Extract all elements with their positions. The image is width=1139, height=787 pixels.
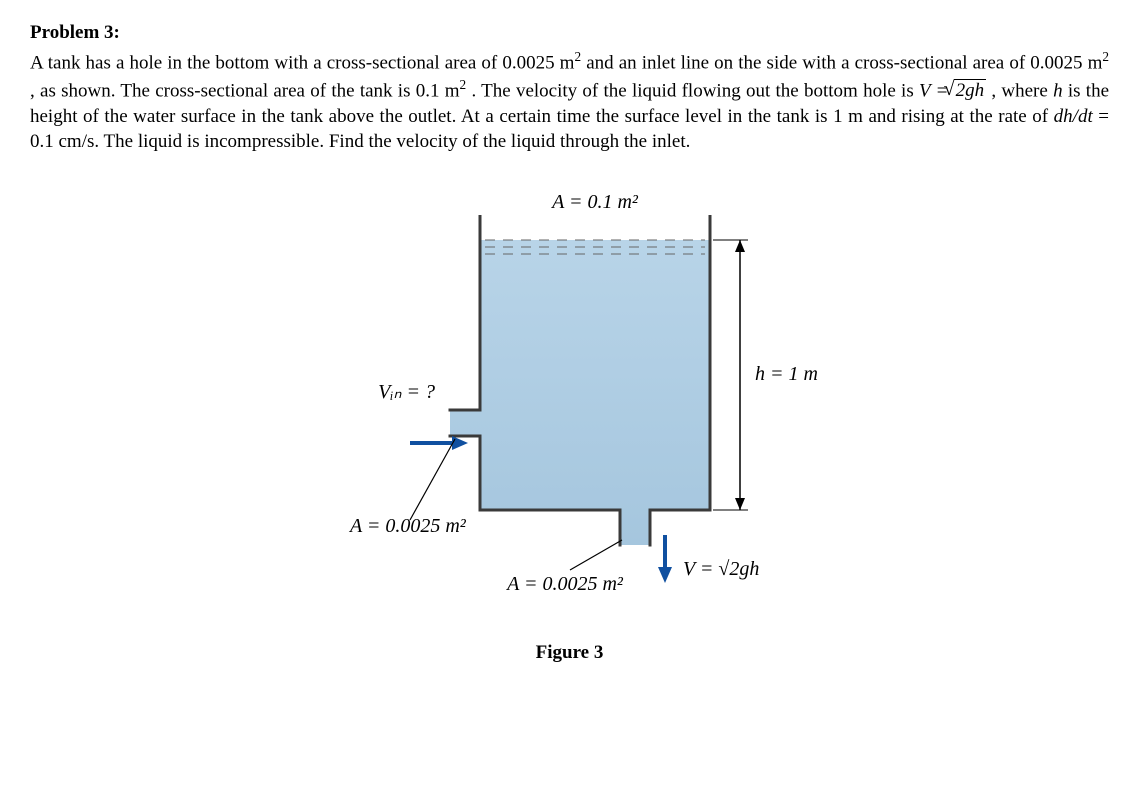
- sqrt-arg: 2gh: [954, 79, 987, 101]
- text-segment: and an inlet line on the side with a cro…: [586, 52, 1102, 73]
- svg-text:V = √2gh: V = √2gh: [683, 558, 759, 580]
- text-segment: A tank has a hole in the bottom with a c…: [30, 52, 574, 73]
- text-segment: . The velocity of the liquid flowing out…: [471, 80, 919, 101]
- math-var: dh/dt: [1054, 106, 1093, 127]
- text-segment: , as shown. The cross-sectional area of …: [30, 80, 460, 101]
- svg-text:Vᵢₙ = ?: Vᵢₙ = ?: [378, 381, 435, 403]
- superscript: 2: [460, 77, 467, 92]
- svg-text:A = 0.0025 m²: A = 0.0025 m²: [348, 515, 467, 537]
- svg-text:h = 1 m: h = 1 m: [755, 363, 818, 385]
- svg-text:A = 0.1 m²: A = 0.1 m²: [550, 191, 639, 213]
- text-segment: , where: [991, 80, 1053, 101]
- figure-container: A = 0.1 m² h = 1 m Vᵢₙ = ? A = 0.0025 m² A =…: [30, 180, 1109, 666]
- svg-text:A = 0.0025 m²: A = 0.0025 m²: [505, 573, 624, 595]
- problem-title: Problem 3:: [30, 20, 1109, 46]
- problem-body: A tank has a hole in the bottom with a c…: [30, 48, 1109, 155]
- figure-caption: Figure 3: [290, 640, 850, 666]
- superscript: 2: [574, 49, 581, 64]
- superscript: 2: [1102, 49, 1109, 64]
- math-var: h: [1053, 80, 1063, 101]
- tank-diagram: A = 0.1 m² h = 1 m Vᵢₙ = ? A = 0.0025 m² A =…: [290, 180, 850, 630]
